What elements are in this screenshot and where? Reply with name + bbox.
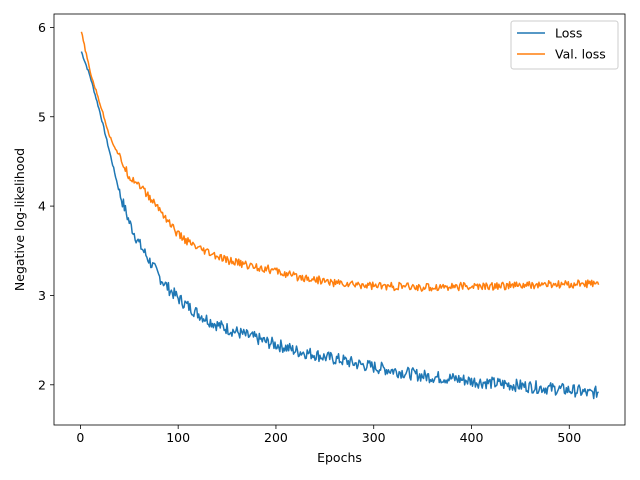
series-line-loss xyxy=(80,51,599,400)
y-tick-label: 4 xyxy=(38,199,46,214)
legend: Loss Val. loss xyxy=(510,20,619,70)
y-tick-label: 3 xyxy=(38,288,46,303)
x-tick-label: 100 xyxy=(166,430,190,445)
axes-layer: 0 100 200 300 400 500 2 3 4 5 6 Epochs Negative log-… xyxy=(12,13,626,465)
x-tick-label: 0 xyxy=(76,430,84,445)
y-tick-label: 2 xyxy=(38,377,46,392)
x-tick-label: 500 xyxy=(557,430,581,445)
plot-frame xyxy=(53,13,626,426)
y-axis-label: Negative log-likelihood xyxy=(12,148,27,291)
series-line-val-loss xyxy=(80,31,600,292)
y-tick-label: 5 xyxy=(38,109,46,124)
y-tick-label: 6 xyxy=(38,20,46,35)
marks-layer xyxy=(80,31,600,400)
x-tick-label: 200 xyxy=(264,430,288,445)
legend-label: Loss xyxy=(555,26,582,41)
x-tick-label: 300 xyxy=(362,430,386,445)
legend-label: Val. loss xyxy=(555,47,606,62)
x-tick-label: 400 xyxy=(460,430,484,445)
x-axis-label: Epochs xyxy=(317,450,362,465)
